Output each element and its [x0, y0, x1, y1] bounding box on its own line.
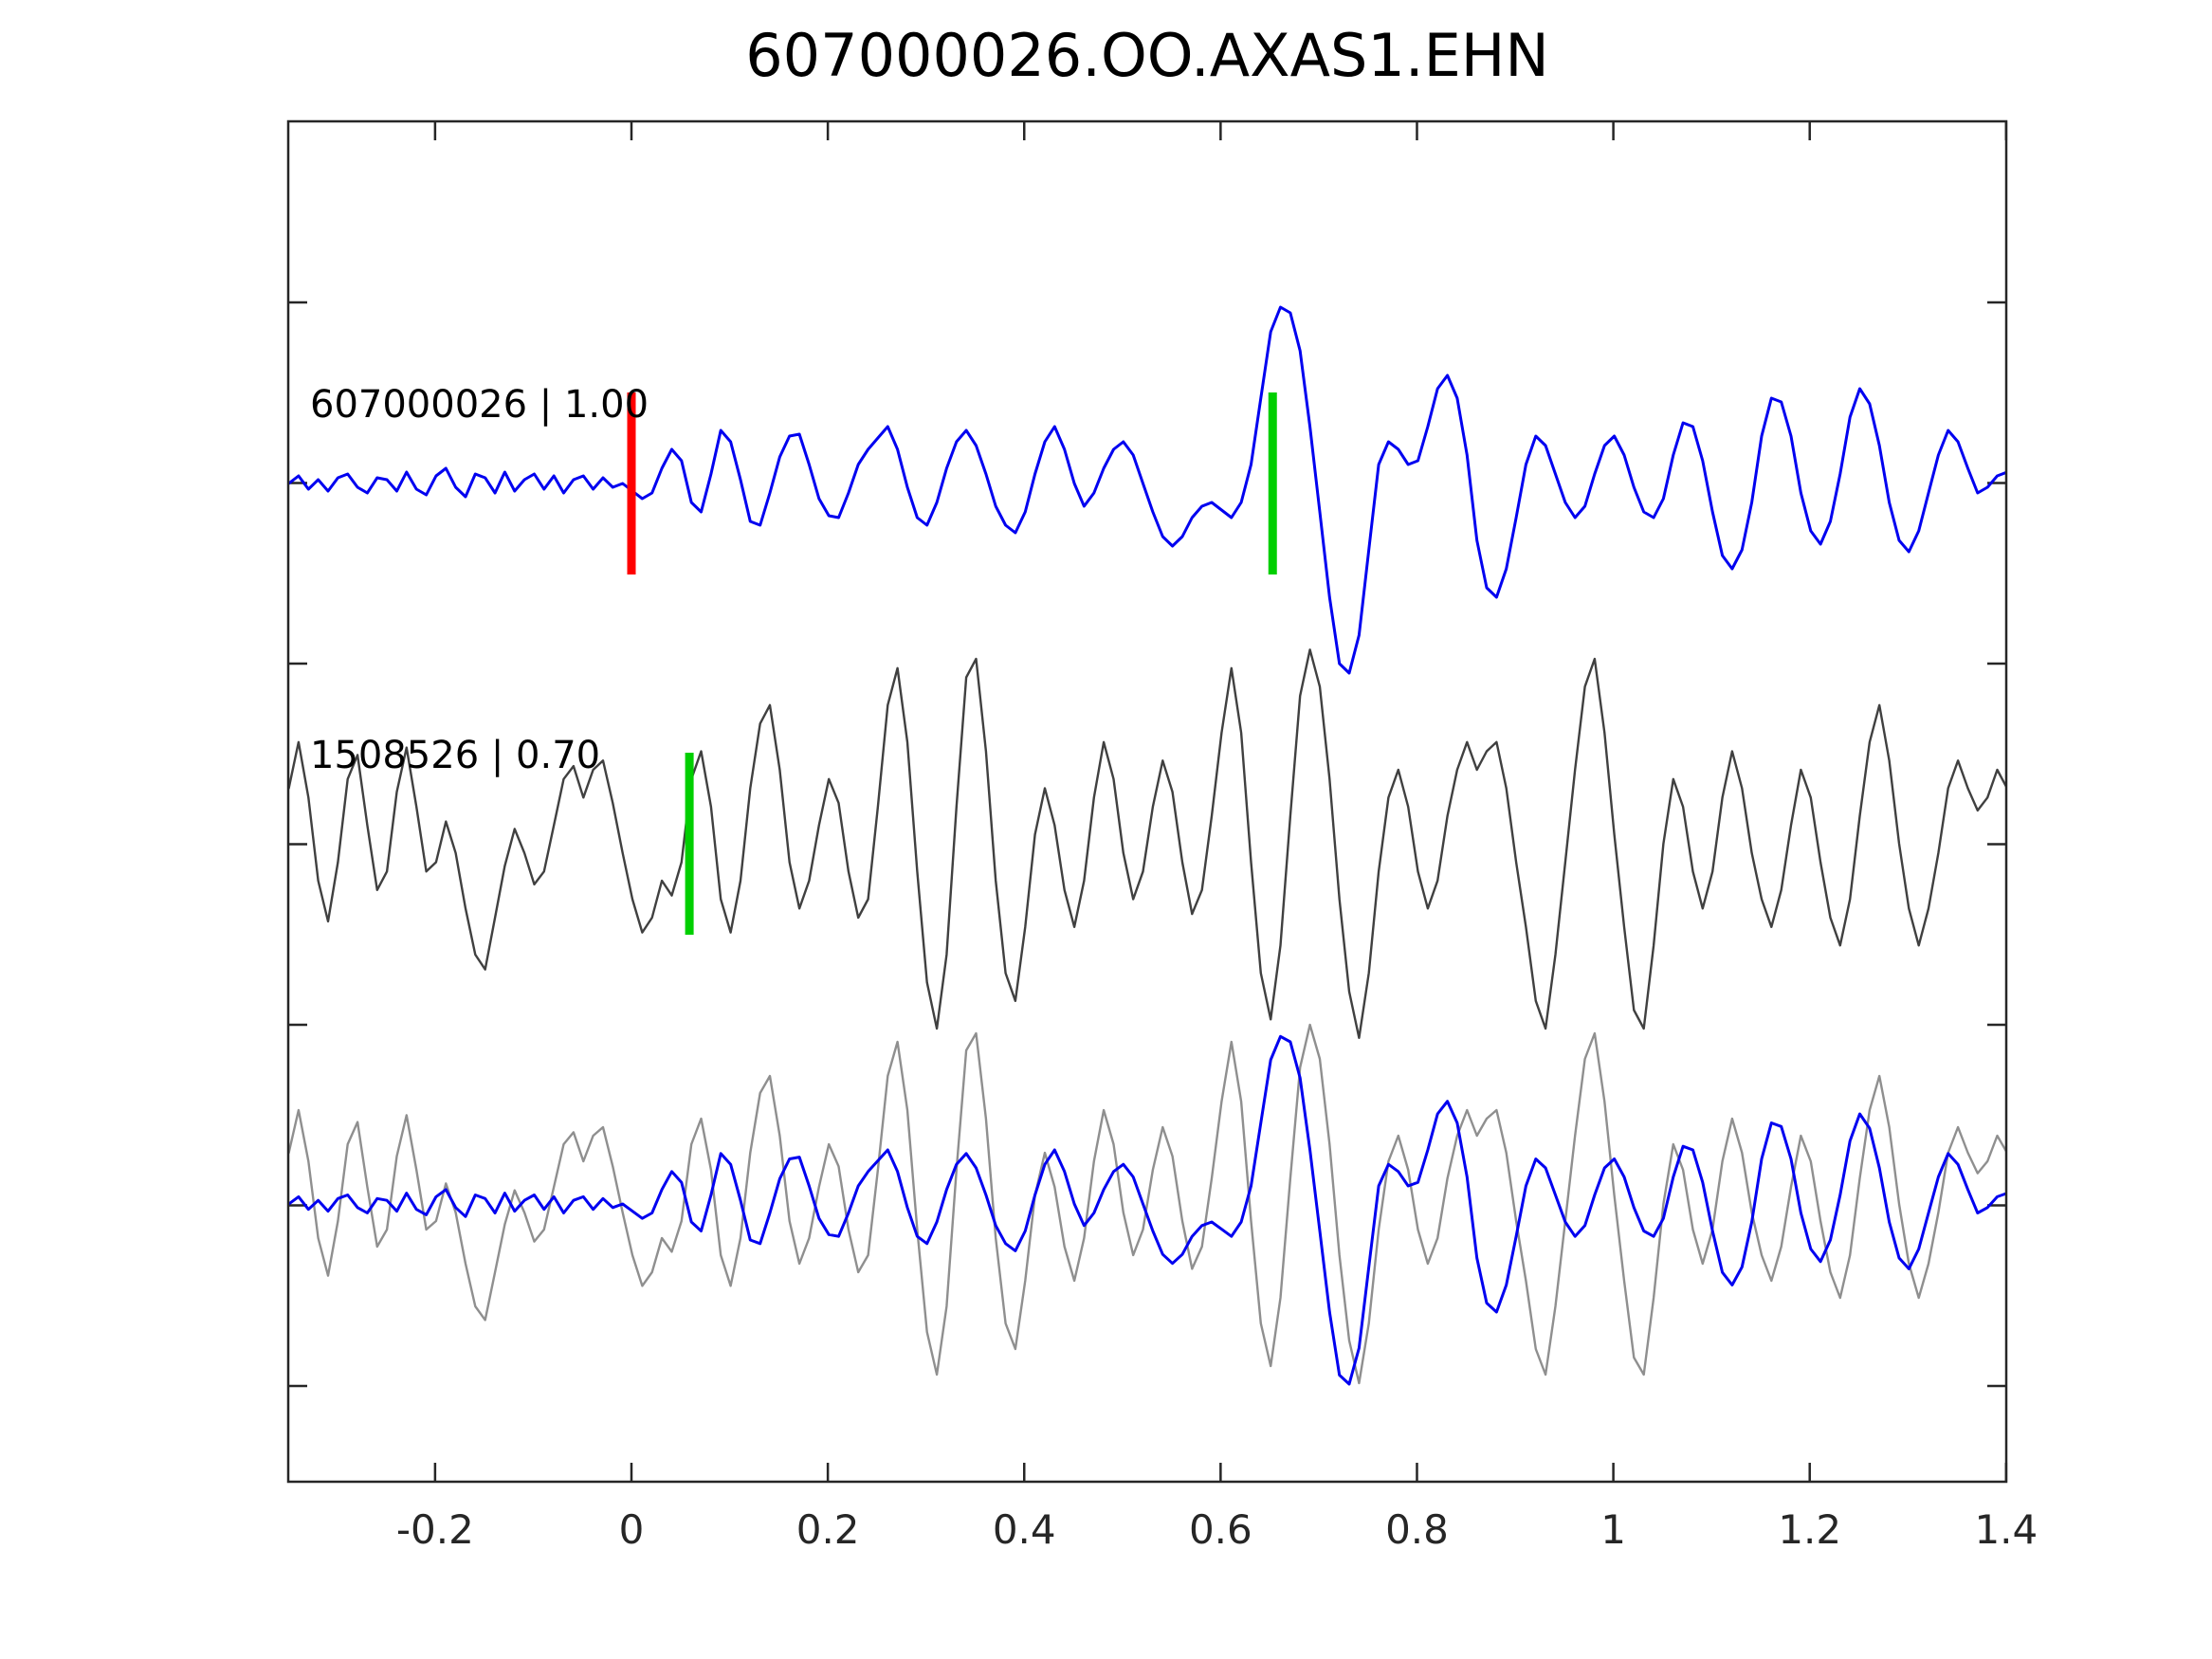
x-tick-label: -0.2: [396, 1506, 474, 1553]
x-tick-label: 0: [619, 1506, 645, 1553]
x-tick-labels: -0.2 0 0.2 0.4 0.6 0.8 1 1.2 1.4: [396, 1506, 2038, 1553]
trace-template: [289, 305, 2005, 675]
x-tick-label: 0.8: [1385, 1506, 1449, 1553]
trace-overlay-detection: [289, 1023, 2005, 1385]
x-tick-label: 1: [1600, 1506, 1626, 1553]
trace-overlay-template: [289, 1034, 2005, 1386]
trace-label-detection: 1508526 | 0.70: [310, 734, 600, 777]
x-tick-label: 0.4: [993, 1506, 1056, 1553]
traces: [289, 305, 2005, 1386]
x-tick-label: 1.4: [1974, 1506, 2038, 1553]
axes-box: [286, 119, 2008, 1484]
plot-title: 607000026.OO.AXAS1.EHN: [745, 21, 1549, 90]
x-tick-label: 1.2: [1778, 1506, 1841, 1553]
x-tick-label: 0.6: [1189, 1506, 1252, 1553]
trace-detection: [289, 648, 2005, 1040]
pick-bars: [627, 392, 1277, 935]
x-tick-label: 0.2: [796, 1506, 860, 1553]
axes-ticks: [288, 121, 2008, 1482]
trace-label-template: 607000026 | 1.00: [310, 383, 649, 427]
